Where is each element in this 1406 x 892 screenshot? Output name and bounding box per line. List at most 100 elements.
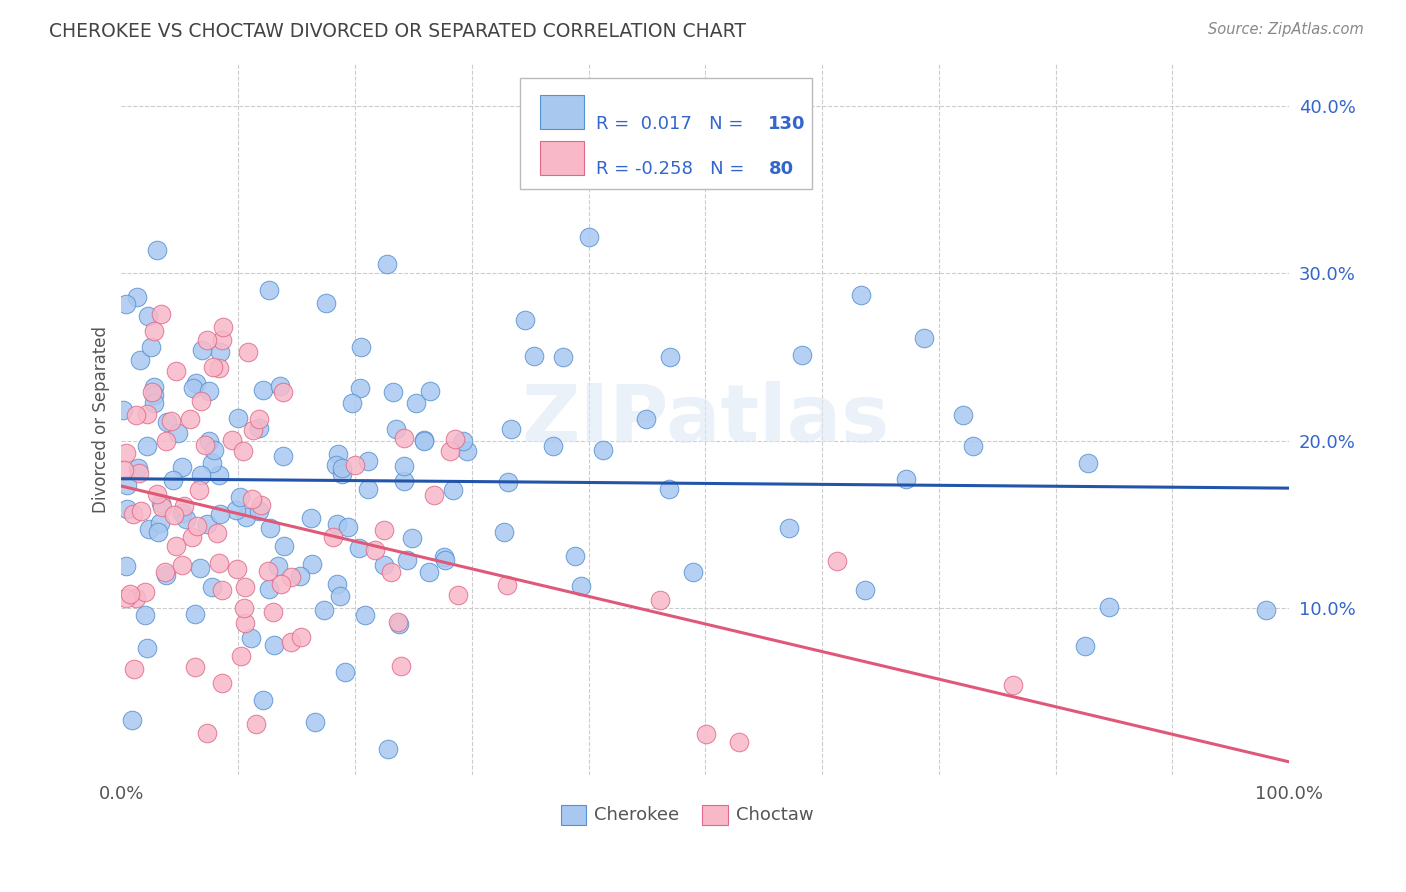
Point (179, 412, 201, 426)
Point (523, 349, 546, 363)
Point (142, 380, 165, 394)
Point (252, 383, 274, 397)
Point (160, 414, 183, 428)
Point (299, 511, 322, 525)
Point (257, 564, 280, 578)
Point (129, 504, 152, 518)
Point (392, 475, 415, 489)
Point (202, 443, 225, 458)
Point (232, 443, 254, 458)
Point (190, 560, 212, 574)
Text: Source: ZipAtlas.com: Source: ZipAtlas.com (1208, 22, 1364, 37)
Point (728, 735, 751, 749)
Point (695, 727, 717, 741)
Point (1077, 457, 1099, 471)
Bar (540, 141, 583, 175)
Point (394, 459, 416, 474)
Point (441, 483, 464, 497)
Point (247, 412, 270, 426)
Point (135, 407, 157, 421)
Point (333, 665, 356, 679)
Point (115, 445, 138, 459)
Point (150, 496, 173, 510)
Point (353, 607, 375, 622)
Point (328, 447, 350, 461)
Point (330, 461, 353, 475)
Point (250, 498, 273, 512)
Point (349, 381, 371, 395)
Point (136, 310, 159, 324)
Point (373, 558, 395, 573)
Point (146, 244, 169, 258)
Point (380, 565, 402, 579)
Point (134, 585, 156, 599)
Point (952, 408, 974, 422)
Point (174, 512, 197, 526)
Point (208, 361, 231, 376)
Point (115, 558, 138, 573)
Point (195, 516, 218, 531)
Point (337, 520, 360, 534)
Point (273, 539, 295, 553)
Point (247, 504, 270, 518)
Point (201, 580, 224, 594)
Point (263, 638, 285, 652)
Point (592, 442, 614, 457)
Point (183, 381, 205, 395)
Point (347, 541, 370, 555)
Point (499, 422, 522, 436)
Point (778, 521, 800, 535)
Point (242, 423, 264, 437)
Point (143, 388, 166, 402)
Point (135, 439, 157, 453)
Point (235, 509, 257, 524)
Point (419, 384, 441, 398)
Point (269, 378, 291, 392)
Text: ZIPatlas: ZIPatlas (522, 381, 890, 458)
Point (825, 554, 848, 568)
Point (456, 443, 478, 458)
Point (184, 607, 207, 621)
Point (447, 588, 470, 602)
Point (326, 517, 349, 532)
Point (564, 549, 586, 564)
Point (226, 411, 249, 425)
FancyBboxPatch shape (520, 78, 811, 188)
Point (389, 659, 412, 673)
Point (634, 412, 657, 426)
Point (912, 331, 935, 345)
Point (648, 593, 671, 607)
Point (111, 403, 134, 417)
Point (434, 552, 457, 566)
Point (122, 662, 145, 676)
Point (115, 477, 138, 491)
Point (498, 475, 520, 489)
Point (496, 578, 519, 592)
Point (129, 353, 152, 368)
Point (262, 605, 284, 619)
Point (165, 364, 187, 378)
Point (190, 468, 212, 483)
Point (226, 562, 249, 576)
Point (125, 591, 148, 606)
Y-axis label: Divorced or Separated: Divorced or Separated (93, 326, 110, 513)
Point (344, 458, 367, 472)
Point (141, 340, 163, 354)
Point (315, 296, 337, 310)
Point (513, 313, 536, 327)
Point (153, 565, 176, 579)
Point (543, 439, 565, 453)
Point (233, 600, 256, 615)
Point (142, 395, 165, 409)
Point (392, 431, 415, 445)
Point (492, 524, 515, 539)
Point (134, 607, 156, 622)
Point (375, 256, 398, 270)
Point (657, 483, 679, 497)
Point (195, 726, 218, 740)
Point (233, 580, 256, 594)
Point (208, 345, 231, 359)
Point (267, 559, 290, 574)
Point (301, 558, 323, 572)
Point (221, 433, 243, 447)
